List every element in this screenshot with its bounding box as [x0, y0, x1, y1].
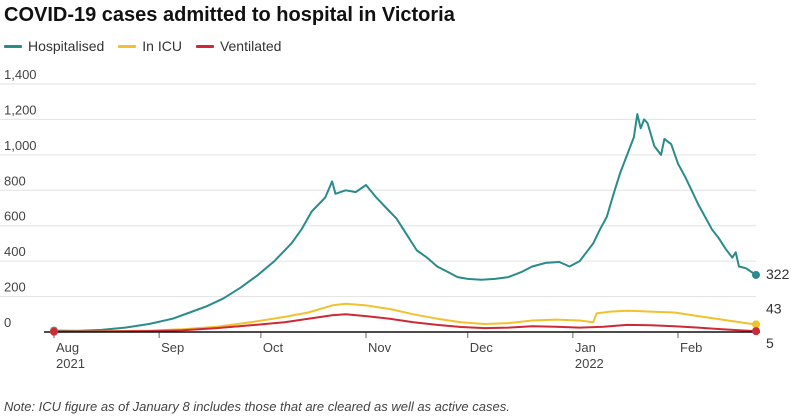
series-line-ventilated — [53, 313, 757, 333]
end-point-hospitalised — [752, 270, 760, 279]
x-tick-label: Oct — [263, 340, 284, 355]
end-value-label-ventilated: 5 — [766, 335, 774, 351]
x-tick-label: Aug — [56, 340, 79, 355]
legend-item-icu: In ICU — [118, 38, 182, 54]
legend-label-ventilated: Ventilated — [219, 38, 282, 54]
y-tick-label: 1,000 — [4, 138, 37, 153]
x-tick-label: Feb — [680, 340, 702, 355]
y-tick-label: 0 — [4, 315, 11, 330]
legend-swatch-hospitalised — [4, 44, 22, 48]
x-tick-label: Dec — [470, 340, 494, 355]
x-tick-year-label: 2022 — [575, 356, 604, 371]
legend-label-hospitalised: Hospitalised — [28, 38, 105, 54]
chart-legend: Hospitalised In ICU Ventilated — [4, 38, 295, 54]
end-point-ventilated — [752, 327, 760, 336]
y-tick-label: 400 — [4, 244, 26, 259]
series-line-icu — [53, 302, 757, 333]
legend-item-ventilated: Ventilated — [195, 38, 282, 54]
end-value-label-hospitalised: 322 — [766, 266, 790, 282]
chart-note: Note: ICU figure as of January 8 include… — [4, 399, 510, 414]
series-line-hospitalised — [53, 113, 757, 332]
end-point-icu — [752, 320, 760, 329]
start-point-ventilated — [50, 327, 58, 336]
y-tick-label: 800 — [4, 173, 26, 188]
y-tick-label: 1,200 — [4, 102, 37, 117]
legend-item-hospitalised: Hospitalised — [4, 38, 104, 54]
chart-title: COVID-19 cases admitted to hospital in V… — [4, 4, 455, 26]
y-tick-label: 1,400 — [4, 67, 37, 82]
legend-swatch-icu — [118, 44, 137, 48]
legend-swatch-ventilated — [195, 44, 214, 48]
x-tick-year-label: 2021 — [56, 356, 85, 371]
x-tick-label: Nov — [368, 340, 392, 355]
end-value-label-icu: 43 — [766, 300, 782, 316]
legend-label-icu: In ICU — [142, 38, 182, 54]
y-tick-label: 200 — [4, 280, 26, 295]
y-tick-label: 600 — [4, 209, 26, 224]
x-tick-label: Jan — [575, 340, 596, 355]
x-tick-label: Sep — [161, 340, 184, 355]
